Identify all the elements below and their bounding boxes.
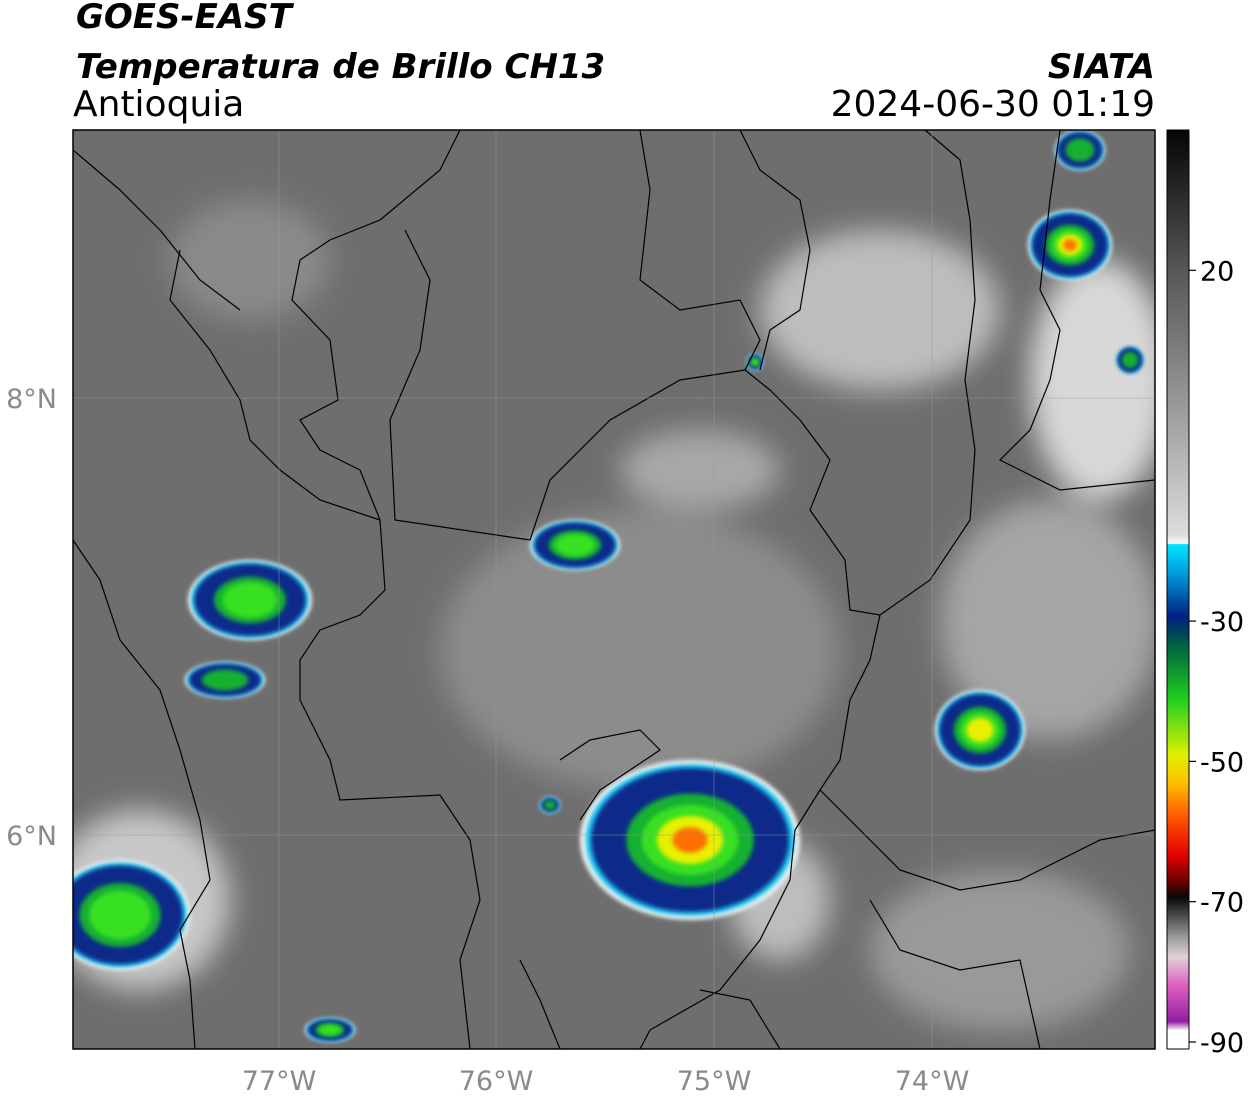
cloud-top: [1065, 138, 1095, 162]
lon-label: 74°W: [895, 1066, 970, 1097]
lat-label: 8°N: [6, 384, 57, 415]
cloud-top: [966, 718, 994, 742]
source: SIATA: [1048, 47, 1155, 87]
datetime: 2024-06-30 01:19: [831, 84, 1155, 125]
colorbar-tick-label: -70: [1200, 888, 1244, 919]
cloud-top: [222, 582, 278, 618]
cloud-top: [555, 534, 595, 556]
title: GOES-EAST: [76, 0, 295, 37]
lon-label: 77°W: [242, 1066, 317, 1097]
cloud-top: [544, 800, 556, 810]
lat-label: 6°N: [6, 821, 57, 852]
graticule: [73, 130, 1155, 1049]
cloud-top: [751, 358, 759, 366]
cloud-top: [1063, 239, 1077, 251]
region: Antioquia: [73, 84, 244, 125]
cloud-top: [672, 827, 708, 853]
map-area: [73, 130, 1155, 1049]
lon-label: 76°W: [459, 1066, 534, 1097]
cloud-top: [201, 669, 249, 691]
cloud-top: [1121, 351, 1139, 369]
cloud-top: [89, 890, 151, 940]
colorbar: [1166, 129, 1190, 1050]
colorbar-tick-label: -50: [1200, 747, 1244, 778]
subtitle: Temperatura de Brillo CH13: [76, 47, 605, 87]
colorbar-tick-label: -30: [1200, 607, 1244, 638]
cloud-field: [73, 200, 1155, 1030]
colorbar-tick-label: 20: [1200, 256, 1234, 287]
cloud-top: [319, 1024, 341, 1036]
map-frame: [72, 129, 1156, 1050]
convective-cells: [73, 130, 1144, 1042]
lon-label: 75°W: [677, 1066, 752, 1097]
borders: [73, 130, 1155, 1049]
colorbar-tick-label: -90: [1200, 1028, 1244, 1059]
